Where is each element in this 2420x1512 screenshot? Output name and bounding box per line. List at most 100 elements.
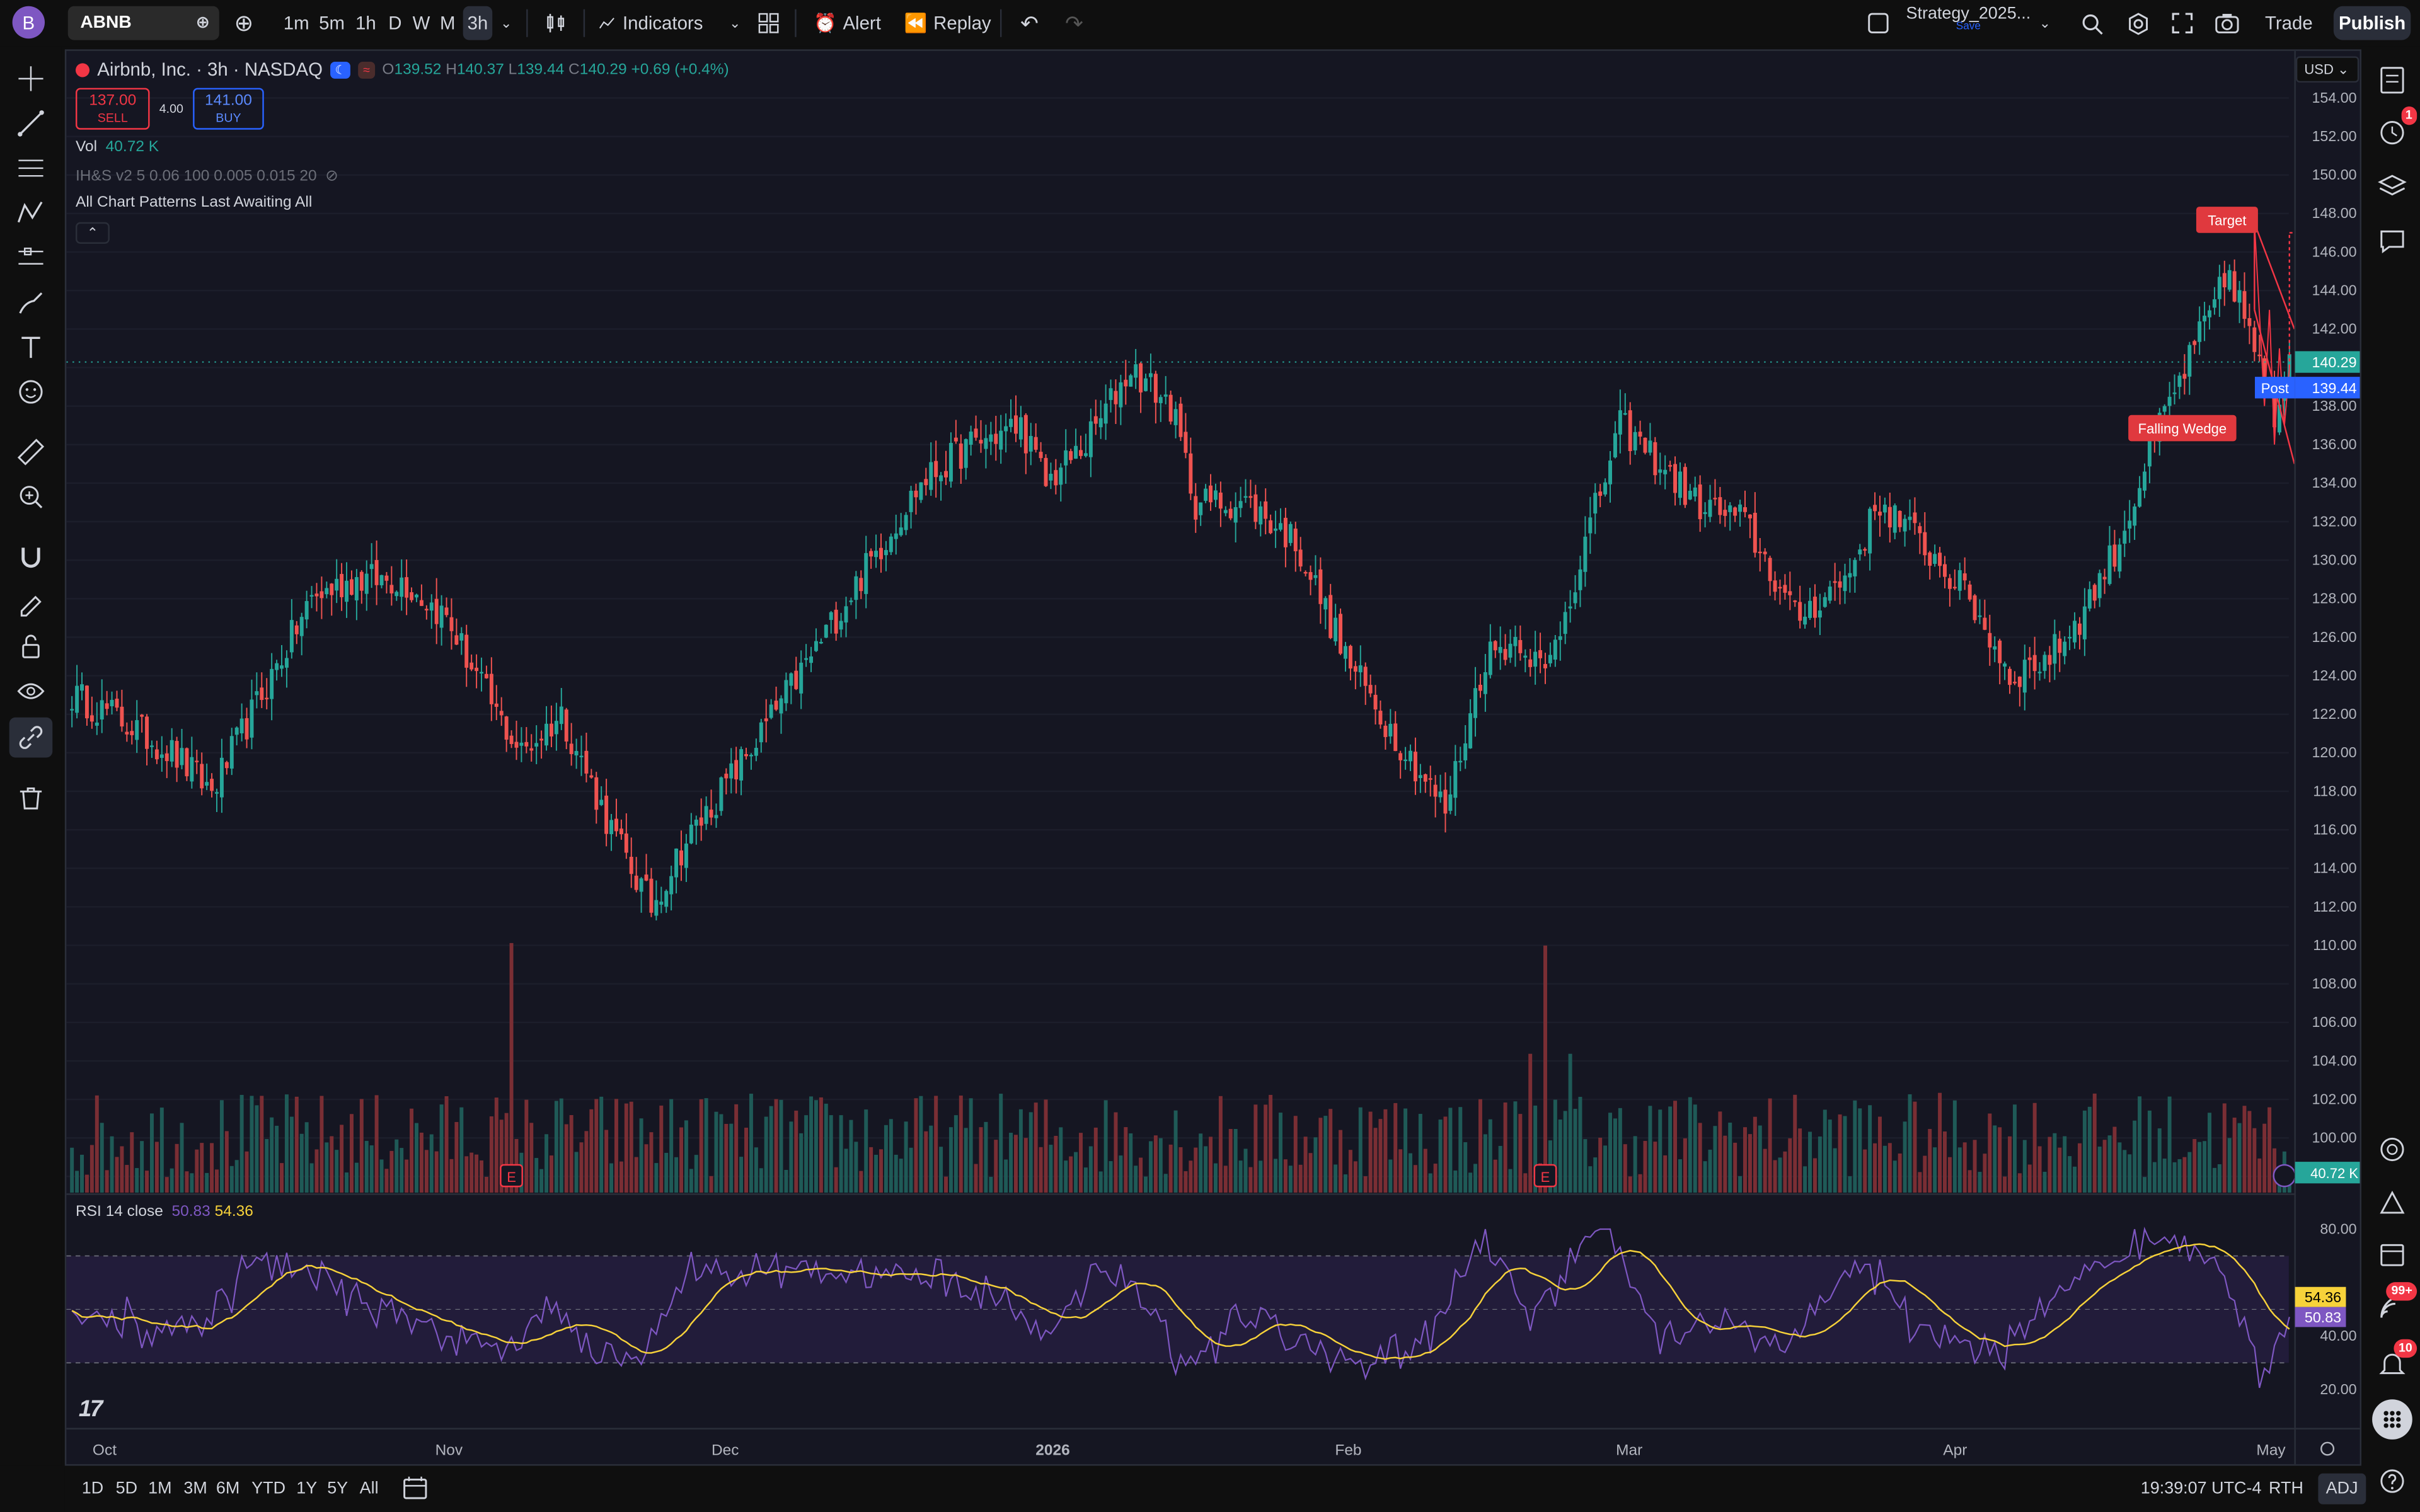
link-icon[interactable] [9,717,53,758]
patterns-indicator-legend[interactable]: All Chart Patterns Last Awaiting All [76,194,313,212]
ruler-icon[interactable] [9,432,53,472]
volume-bar [2017,1173,2022,1193]
price-tick: 130.00 [2312,552,2356,568]
replay-button[interactable]: ⏪ Replay [904,12,991,34]
candle-body [604,795,609,834]
redo-icon[interactable]: ↷ [1065,9,1083,35]
save-label[interactable]: Save [1956,21,1981,33]
undo-icon[interactable]: ↶ [1020,9,1039,35]
date-range-icon[interactable] [403,1476,427,1504]
help-icon[interactable] [2374,1463,2411,1500]
alert-button[interactable]: ⏰ Alert [814,12,881,34]
candle-body [444,607,449,616]
emoji-icon[interactable] [9,372,53,412]
chat-icon[interactable] [2374,222,2411,260]
add-symbol-icon[interactable]: ⊕ [234,11,254,37]
user-avatar[interactable]: B [12,6,45,39]
checkbox-icon[interactable] [1864,6,1892,40]
rsi-legend[interactable]: RSI 14 close 50.83 54.36 [76,1203,253,1221]
watchlist-icon[interactable] [2374,62,2411,99]
candle-body [1049,474,1053,481]
text-tool-icon[interactable] [9,327,53,367]
interval-1m[interactable]: 1m [283,12,309,34]
volume-bar [270,1117,274,1193]
interval-5m[interactable]: 5m [319,12,345,34]
quick-search-icon[interactable] [2076,6,2107,40]
session-toggle[interactable]: RTH [2269,1479,2303,1498]
volume-bar [1608,1113,1613,1193]
lock-icon[interactable] [9,626,53,667]
layouts-icon[interactable] [753,6,784,40]
candle-body [1887,507,1892,528]
candle-body [714,815,718,818]
volume-bar [1803,1166,1807,1193]
compare-icon[interactable]: ⊕ [195,14,210,33]
magnet-icon[interactable] [9,537,53,577]
collapse-legend-button[interactable]: ⌃ [76,222,110,244]
candle-body [364,573,369,594]
chart-pane[interactable]: Target Falling Wedge E E USD ⌄ 154.00 152.00 15… [64,49,2361,1466]
range-5y[interactable]: 5Y [327,1479,349,1498]
candle-body [749,755,753,757]
layout-name[interactable]: Strategy_2025... Save [1906,4,2031,33]
fullscreen-icon[interactable] [2167,6,2198,40]
clock-timezone[interactable]: 19:39:07 UTC-4 [2140,1479,2262,1498]
brush-icon[interactable] [9,282,53,323]
range-all[interactable]: All [359,1479,379,1498]
settings-gear-icon[interactable] [2122,6,2153,40]
crosshair-icon[interactable] [9,59,53,99]
layers-icon[interactable] [2374,168,2411,205]
chevron-down-icon[interactable]: ⌄ [2039,14,2051,30]
range-1y[interactable]: 1Y [296,1479,318,1498]
trade-button[interactable]: Trade [2265,12,2313,34]
calendar-icon[interactable] [2374,1236,2411,1273]
lock-drawing-icon[interactable] [9,581,53,622]
indicators-button[interactable]: Indicators ⌄ [599,6,741,40]
interval-1h[interactable]: 1h [355,12,376,34]
volume-bar [719,1114,723,1193]
range-1m[interactable]: 1M [148,1479,172,1498]
candle-body [909,490,913,512]
buy-button[interactable]: 141.00 BUY [193,88,264,130]
volume-bar [2247,1111,2252,1193]
publish-button[interactable]: Publish [2333,6,2411,40]
candle-body [2198,321,2202,342]
eye-icon[interactable] [9,671,53,711]
symbol-search[interactable]: ABNB ⊕ [67,6,219,40]
chevron-down-icon[interactable]: ⌄ [500,14,512,30]
alerts-clock-icon[interactable]: 1 [2374,106,2417,150]
interval-m[interactable]: M [439,12,456,34]
ihs-indicator-legend[interactable]: IH&S v2 5 0.06 100 0.005 0.015 20 ⊘ [76,168,338,185]
volume-bar [1428,1173,1432,1193]
candle-body [1114,391,1118,404]
ideas-icon[interactable]: 99+ [2374,1282,2417,1326]
interval-d[interactable]: D [388,12,402,34]
adjust-toggle[interactable]: ADJ [2318,1473,2366,1504]
range-6m[interactable]: 6M [216,1479,240,1498]
target-icon[interactable] [2374,1131,2411,1168]
tradingview-logo[interactable]: 17 [78,1396,103,1423]
range-ytd[interactable]: YTD [251,1479,286,1498]
pine-editor-icon[interactable] [2374,1185,2411,1222]
forecast-tool-icon[interactable] [9,238,53,278]
sell-button[interactable]: 137.00 SELL [76,88,150,130]
candles-icon[interactable] [540,6,571,40]
price-chart[interactable]: Target Falling Wedge E E USD ⌄ 154.00 152.00 15… [66,50,2361,1466]
trend-line-icon[interactable] [9,103,53,144]
range-5d[interactable]: 5D [115,1479,138,1498]
range-3m[interactable]: 3M [183,1479,207,1498]
pattern-tool-icon[interactable] [9,193,53,233]
trash-icon[interactable] [9,777,53,818]
volume-bar [644,1144,648,1193]
interval-3h[interactable]: 3h [463,6,493,40]
volume-bar [1513,1101,1518,1193]
notifications-icon[interactable]: 10 [2374,1339,2417,1383]
candle-body [1713,498,1717,500]
interval-w[interactable]: W [412,12,430,34]
volume-legend[interactable]: Vol 40.72 K [76,139,159,156]
apps-grid-icon[interactable] [2372,1399,2412,1440]
fib-retracement-icon[interactable] [9,148,53,188]
range-1d[interactable]: 1D [81,1479,104,1498]
camera-icon[interactable] [2210,6,2244,40]
zoom-in-icon[interactable] [9,477,53,517]
